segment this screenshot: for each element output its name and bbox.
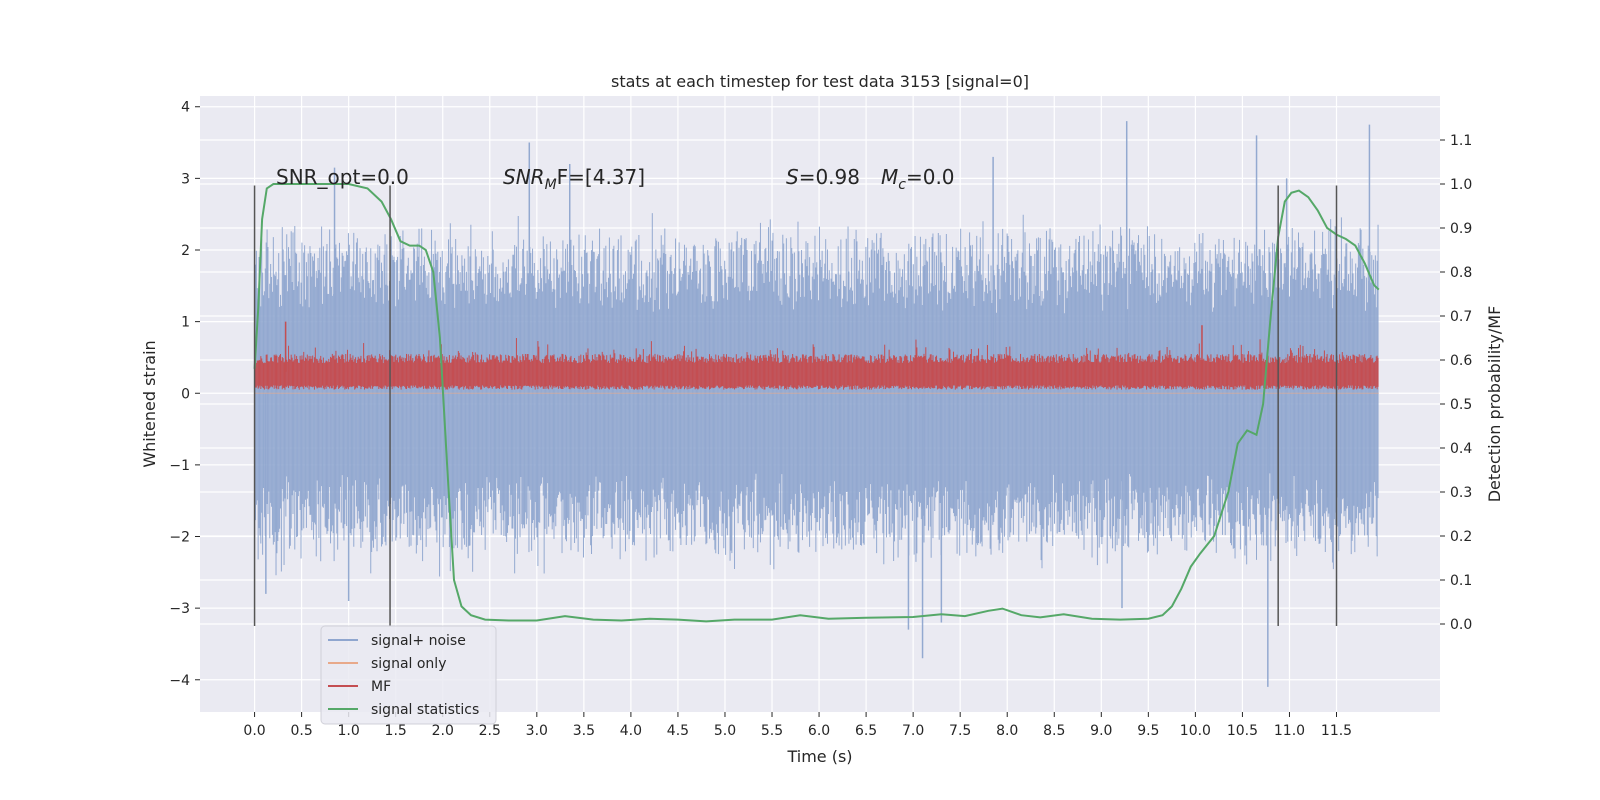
x-tick-label: 9.0 [1090, 723, 1112, 739]
x-tick-label: 6.0 [808, 723, 830, 739]
legend-label-signal-statistics: signal statistics [371, 702, 479, 718]
legend-label-signal-only: signal only [371, 656, 446, 672]
x-tick-label: 2.5 [479, 723, 501, 739]
y-right-axis-label: Detection probability/MF [1485, 306, 1504, 503]
legend-box [320, 625, 497, 725]
legend-label-signal-noise: signal+ noise [371, 633, 466, 649]
x-tick-label: 11.5 [1321, 723, 1352, 739]
mc-main: M [881, 165, 898, 189]
x-tick-label: 10.5 [1227, 723, 1258, 739]
annotation-snr-mf: SNRMF=[4.37] [503, 165, 645, 193]
mc-subscript: c [898, 177, 906, 193]
x-tick-label: 11.0 [1274, 723, 1305, 739]
x-tick-label: 9.5 [1137, 723, 1159, 739]
x-tick-label: 5.5 [761, 723, 783, 739]
x-tick-label: 7.0 [902, 723, 924, 739]
annotation-snr-opt: SNR_opt=0.0 [276, 165, 409, 189]
y-right-tick-label: 0.6 [1450, 353, 1472, 369]
y-tick-label: 0 [181, 386, 190, 402]
x-tick-label: 6.5 [855, 723, 877, 739]
y-tick-label: −2 [169, 530, 190, 546]
x-tick-label: 3.5 [573, 723, 595, 739]
x-axis-label: Time (s) [786, 747, 852, 766]
y-right-tick-label: 0.3 [1450, 485, 1472, 501]
x-tick-label: 4.0 [620, 723, 642, 739]
mc-rest: =0.0 [906, 165, 955, 189]
snr-mf-subscript: M [545, 177, 557, 193]
x-tick-label: 1.5 [385, 723, 407, 739]
y-tick-label: 2 [181, 243, 190, 259]
snr-mf-main: SNR [503, 165, 545, 189]
annotation-s: S=0.98 [786, 165, 860, 189]
chart-title: stats at each timestep for test data 315… [611, 72, 1029, 91]
y-right-tick-label: 0.5 [1450, 397, 1472, 413]
y-tick-label: 3 [181, 171, 190, 187]
y-right-tick-label: 0.0 [1450, 617, 1472, 633]
y-right-tick-label: 0.9 [1450, 221, 1472, 237]
y-tick-label: 1 [181, 315, 190, 331]
x-tick-label: 8.5 [1043, 723, 1065, 739]
y-right-tick-label: 1.1 [1450, 133, 1472, 149]
y-right-tick-label: 0.7 [1450, 309, 1472, 325]
y-tick-label: −1 [169, 458, 190, 474]
x-tick-label: 8.0 [996, 723, 1018, 739]
y-right-tick-label: 0.4 [1450, 441, 1472, 457]
x-tick-label: 4.5 [667, 723, 689, 739]
x-tick-label: 7.5 [949, 723, 971, 739]
series-layer [253, 121, 1380, 687]
s-main: S [786, 165, 799, 189]
y-tick-label: −3 [169, 601, 190, 617]
y-tick-label: −4 [169, 673, 190, 689]
y-axis-label: Whitened strain [140, 340, 159, 467]
y-right-tick-label: 0.1 [1450, 573, 1472, 589]
x-tick-label: 0.5 [290, 723, 312, 739]
x-tick-label: 1.0 [338, 723, 360, 739]
legend-label-mf: MF [371, 679, 391, 695]
s-rest: =0.98 [799, 165, 860, 189]
x-tick-label: 3.0 [526, 723, 548, 739]
legend: signal+ noise signal only MF signal stat… [320, 625, 497, 725]
axes: 0.0 0.5 1.0 1.5 2.0 2.5 3.0 3.5 4.0 4.5 5.0 5.5 6.0 6… [169, 100, 1472, 739]
series-mf [254, 321, 1379, 390]
x-tick-label: 0.0 [243, 723, 265, 739]
vertical-lines [253, 185, 1338, 627]
x-tick-label: 10.0 [1180, 723, 1211, 739]
snr-mf-rest: F=[4.37] [557, 165, 645, 189]
y-tick-label: 4 [181, 100, 190, 116]
x-tick-label: 2.0 [432, 723, 454, 739]
y-right-tick-label: 0.8 [1450, 265, 1472, 281]
annotation-mc: Mc=0.0 [881, 165, 955, 193]
x-tick-label: 5.0 [714, 723, 736, 739]
y-right-tick-label: 1.0 [1450, 177, 1472, 193]
y-right-tick-label: 0.2 [1450, 529, 1472, 545]
